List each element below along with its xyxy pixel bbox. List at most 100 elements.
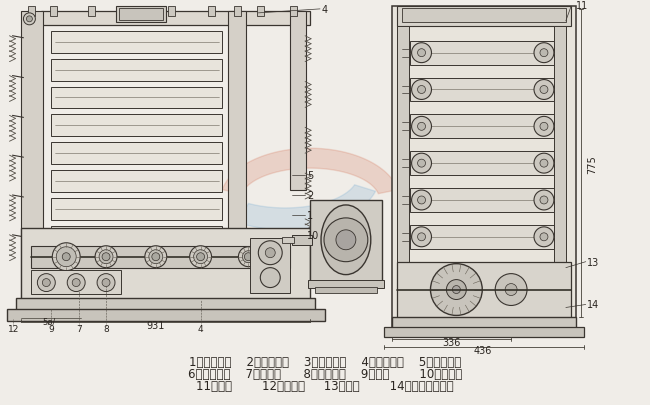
Circle shape [244,253,252,261]
Circle shape [495,274,527,306]
Circle shape [42,279,50,287]
Circle shape [57,247,76,267]
Circle shape [102,279,110,287]
Circle shape [417,233,426,241]
Bar [88,7,95,17]
Bar [21,12,44,300]
Bar [396,7,571,27]
Circle shape [95,246,117,268]
Circle shape [260,268,280,288]
Circle shape [23,14,35,26]
Circle shape [72,279,80,287]
Circle shape [99,250,113,264]
Bar [119,9,162,21]
Text: 14: 14 [587,300,599,310]
Bar [21,228,310,300]
Bar [50,7,57,17]
Bar [42,12,310,26]
Circle shape [540,196,548,205]
Bar [128,7,135,17]
Bar [51,87,222,109]
Bar [168,7,175,17]
Circle shape [196,253,205,261]
Circle shape [452,286,460,294]
Text: 13: 13 [587,257,599,267]
Text: 775: 775 [587,154,597,173]
Bar [51,226,222,248]
Circle shape [540,86,548,94]
Circle shape [417,123,426,131]
Text: 4: 4 [198,324,203,333]
Circle shape [540,233,548,241]
Circle shape [149,250,162,264]
Circle shape [540,160,548,168]
Bar [308,280,383,288]
Text: 4: 4 [322,5,328,15]
Bar [16,298,315,315]
Circle shape [417,86,426,94]
Bar [31,246,290,268]
Bar [402,9,566,23]
Circle shape [534,117,554,137]
Bar [51,60,222,81]
Bar [116,7,166,23]
Bar [29,7,35,17]
Circle shape [540,123,548,131]
Text: 5: 5 [307,171,313,181]
Bar [396,27,409,280]
Circle shape [534,227,554,247]
Text: 1、传动主轴    2、小斜齿轮    3、大斜齿轮    4、上偏心轮    5、下偏心轮: 1、传动主轴 2、小斜齿轮 3、大斜齿轮 4、上偏心轮 5、下偏心轮 [189,355,461,368]
Text: 11、锤铁        12、甩油器     13、螺塔        14、自动停车装置: 11、锤铁 12、甩油器 13、螺塔 14、自动停车装置 [196,379,454,392]
Bar [51,143,222,165]
Text: 336: 336 [442,337,461,347]
Circle shape [239,247,258,267]
Bar [384,328,584,337]
Circle shape [430,264,482,315]
Bar [51,32,222,53]
Bar [207,7,214,17]
Bar [410,42,554,66]
Circle shape [534,80,554,100]
Bar [315,287,377,293]
Bar [410,189,554,212]
Circle shape [37,274,55,292]
Bar [410,225,554,249]
Circle shape [62,253,70,261]
Bar [257,7,265,17]
Polygon shape [222,149,398,194]
Circle shape [540,49,548,58]
Circle shape [102,253,110,261]
Text: 7: 7 [76,324,82,333]
Text: 11: 11 [576,1,588,11]
Text: 5ø/: 5ø/ [43,317,56,326]
Bar [6,310,325,322]
Text: 8: 8 [103,324,109,333]
Circle shape [324,218,368,262]
Circle shape [411,117,432,137]
Circle shape [52,243,80,271]
Circle shape [97,274,115,292]
Bar [290,12,306,190]
Text: 9: 9 [49,324,54,333]
Bar [51,115,222,137]
Circle shape [417,49,426,58]
Bar [51,198,222,220]
Bar [392,7,576,335]
Circle shape [411,190,432,211]
Circle shape [534,154,554,174]
Bar [310,200,382,285]
Bar [235,7,241,17]
Polygon shape [237,185,376,230]
Circle shape [505,284,517,296]
Circle shape [417,160,426,168]
Circle shape [411,80,432,100]
Bar [51,171,222,192]
Circle shape [152,253,160,261]
Text: 931: 931 [147,321,165,330]
Circle shape [411,44,432,64]
Circle shape [258,241,282,265]
Text: 6、小斜齿轮    7、凸轮轴      8、大斜齿轮    9、凸轮        10、跳动杆: 6、小斜齿轮 7、凸轮轴 8、大斜齿轮 9、凸轮 10、跳动杆 [188,367,462,380]
Bar [31,270,121,294]
Bar [396,262,571,320]
Circle shape [194,250,207,264]
